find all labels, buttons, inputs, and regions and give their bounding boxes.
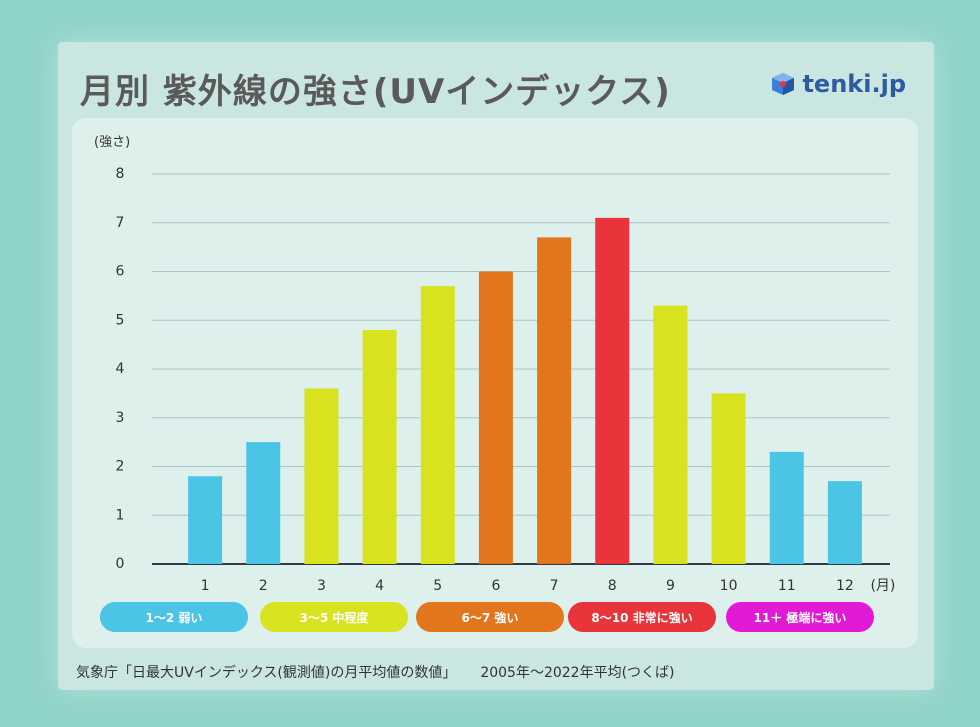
x-tick-label: 1 <box>201 578 210 594</box>
legend-item: 3〜5 中程度 <box>260 602 408 632</box>
x-tick-label: 3 <box>317 578 326 594</box>
x-tick-label: 7 <box>550 578 559 594</box>
bar <box>653 305 688 564</box>
period-text: 2005年〜2022年平均(つくば) <box>480 665 675 681</box>
bar <box>246 442 281 564</box>
y-tick-label: 1 <box>116 507 125 523</box>
x-tick-label: 4 <box>375 578 384 594</box>
y-tick-label: 5 <box>116 312 125 328</box>
y-tick-label: 6 <box>116 264 125 280</box>
x-tick-label: 12 <box>836 578 854 594</box>
x-tick-label: 2 <box>259 578 268 594</box>
source-note: 気象庁「日最大UVインデックス(観測値)の月平均値の数値」 2005年〜2022… <box>76 662 675 682</box>
bar <box>188 476 223 564</box>
chart-panel: (強さ) 0 1 2 3 4 5 6 7 8 1 2 3 4 5 6 7 8 9 10 11 12 (月) 1〜2 弱い 3〜… <box>72 118 918 648</box>
slide: 月別 紫外線の強さ(UVインデックス) tenki.jp (強さ) 0 1 2 3 4 5 6… <box>58 42 934 690</box>
bar <box>537 237 572 564</box>
source-text: 気象庁「日最大UVインデックス(観測値)の月平均値の数値」 <box>76 665 457 681</box>
x-tick-label: 11 <box>778 578 796 594</box>
chart-title: 月別 紫外線の強さ(UVインデックス) <box>80 72 671 112</box>
legend-item: 8〜10 非常に強い <box>568 602 716 632</box>
x-tick-label: 10 <box>720 578 738 594</box>
legend-item: 1〜2 弱い <box>100 602 248 632</box>
x-tick-label: 6 <box>491 578 500 594</box>
legend-item: 11＋ 極端に強い <box>726 602 874 632</box>
bar <box>304 388 339 564</box>
bar <box>711 393 746 564</box>
x-tick-label: 9 <box>666 578 675 594</box>
x-tick-label: 8 <box>608 578 617 594</box>
y-tick-label: 3 <box>116 410 125 426</box>
x-axis-label: (月) <box>870 578 895 594</box>
y-tick-label: 7 <box>116 215 125 231</box>
bar <box>769 451 804 564</box>
legend-item: 6〜7 強い <box>416 602 564 632</box>
logo-text: tenki.jp <box>802 70 906 98</box>
y-axis-label: (強さ) <box>94 135 130 150</box>
cube-logo-icon <box>772 73 795 95</box>
y-tick-label: 8 <box>116 166 125 182</box>
x-tick-label: 5 <box>433 578 442 594</box>
bar <box>362 330 397 564</box>
y-tick-label: 4 <box>116 361 125 377</box>
y-tick-label: 0 <box>116 556 125 572</box>
y-tick-label: 2 <box>116 459 125 475</box>
bar <box>827 481 862 564</box>
bar <box>478 271 513 564</box>
bar <box>420 286 455 564</box>
bar <box>595 217 630 564</box>
tenki-logo: tenki.jp <box>770 70 906 98</box>
